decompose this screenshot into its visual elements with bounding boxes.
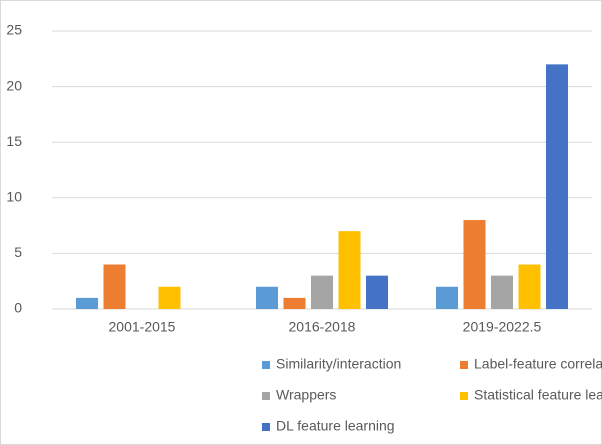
legend-swatch (262, 392, 270, 400)
legend-swatch (262, 361, 270, 369)
bar (546, 64, 568, 309)
x-tick-label: 2001-2015 (109, 319, 176, 335)
y-tick-label: 10 (6, 189, 22, 205)
legend-swatch (262, 423, 270, 431)
y-tick-label: 20 (6, 77, 22, 93)
x-tick-label: 2019-2022.5 (463, 319, 542, 335)
y-tick-label: 15 (6, 133, 22, 149)
bar (463, 220, 486, 309)
bar (283, 297, 306, 309)
bar (338, 231, 361, 309)
legend-label: Similarity/interaction (276, 356, 401, 372)
bar (103, 264, 126, 309)
bar (436, 286, 458, 309)
y-tick-label: 0 (14, 300, 22, 316)
y-tick-label: 5 (14, 244, 22, 260)
y-tick-label: 25 (6, 22, 22, 38)
legend-swatch (460, 392, 468, 400)
bar (518, 264, 541, 309)
bar (158, 286, 181, 309)
bar (366, 275, 388, 309)
legend-label: Label-feature correlation (474, 356, 602, 372)
legend-label: DL feature learning (276, 418, 395, 434)
x-tick-label: 2016-2018 (289, 319, 356, 335)
bar (311, 275, 333, 309)
bar (256, 286, 278, 309)
bar (76, 297, 98, 309)
legend-label: Statistical feature learning (474, 387, 602, 403)
bar (491, 275, 513, 309)
legend-label: Wrappers (276, 387, 336, 403)
legend-swatch (460, 361, 468, 369)
